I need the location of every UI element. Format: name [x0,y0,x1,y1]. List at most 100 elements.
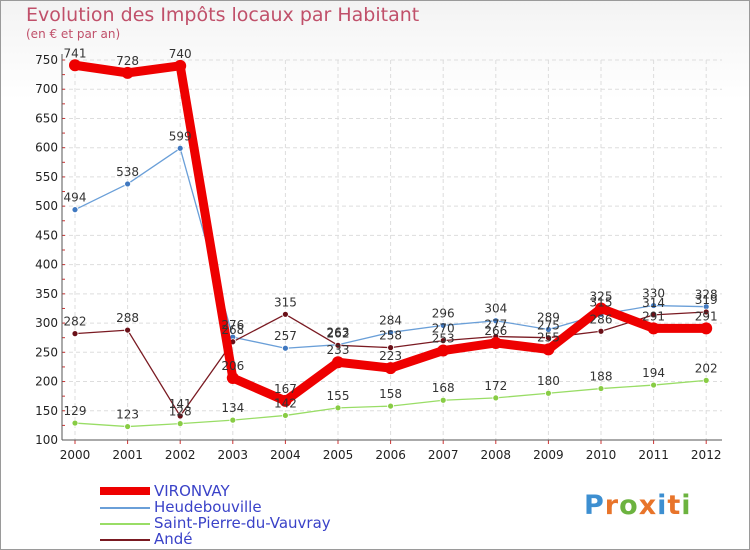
data-label-ande-2005: 262 [327,326,350,340]
y-tick-label-450: 450 [35,228,58,242]
x-tick-label-2007: 2007 [428,448,459,462]
series-ande [71,308,710,420]
point-saint-pierre-du-vauvray-2001 [124,423,131,430]
data-label-vironvay-2007: 253 [432,332,455,346]
point-ande-2011 [650,311,657,319]
data-label-heudebouville-2008: 304 [484,302,507,316]
data-label-ande-2002: 141 [169,397,192,411]
legend-swatch-heudebouville [100,507,150,509]
series-group [69,59,713,430]
point-saint-pierre-du-vauvray-2004 [281,412,289,419]
x-tick-label-2010: 2010 [586,448,617,462]
point-vironvay-2001 [121,66,134,79]
point-vironvay-2006 [384,362,397,375]
y-tick-label-750: 750 [35,53,58,67]
point-vironvay-2000 [69,59,81,72]
point-heudebouville-2002 [176,144,184,152]
data-label-vironvay-2009: 255 [537,330,560,344]
point-ande-2000 [71,330,79,338]
y-tick-label-300: 300 [35,316,58,330]
logo-letter: P [584,490,605,521]
data-label-saint-pierre-du-vauvray-2012: 202 [695,361,718,375]
data-label-ande-2009: 275 [537,319,560,333]
chart-subtitle: (en € et par an) [26,27,121,41]
y-tick-label-200: 200 [35,375,58,389]
point-heudebouville-2004 [281,344,289,352]
legend-label-heudebouville: Heudebouville [154,498,262,516]
x-tick-label-2008: 2008 [481,448,512,462]
point-heudebouville-2000 [71,206,79,214]
data-label-saint-pierre-du-vauvray-2010: 188 [590,370,613,384]
data-label-saint-pierre-du-vauvray-2008: 172 [484,379,507,393]
data-label-heudebouville-2005: 263 [327,326,350,340]
point-ande-2007 [439,337,447,345]
point-vironvay-2002 [174,59,187,72]
series-vironvay [69,59,713,407]
data-label-vironvay-2010: 325 [590,289,613,303]
chart-title: Evolution des Impôts locaux par Habitant [26,4,420,26]
logo-letter: o [619,490,639,521]
data-label-heudebouville-2010: 315 [590,295,613,309]
y-tick-label-150: 150 [35,404,58,418]
x-tick-label-2006: 2006 [375,448,406,462]
point-ande-2012 [702,308,710,316]
y-tick-label-600: 600 [35,141,58,155]
point-heudebouville-2009 [545,326,552,333]
data-label-ande-2007: 270 [432,322,455,336]
grid [62,59,722,441]
logo-letter: t [667,490,682,521]
data-label-vironvay-2001: 728 [116,54,139,68]
point-saint-pierre-du-vauvray-2006 [387,402,395,410]
legend-swatch-ande [100,539,150,541]
data-label-ande-2010: 286 [590,312,613,326]
legend-label-saint-pierre-du-vauvray: Saint-Pierre-du-Vauvray [154,514,331,532]
point-ande-2005 [334,341,342,349]
x-tick-label-2012: 2012 [691,448,722,462]
point-vironvay-2005 [332,356,344,369]
point-saint-pierre-du-vauvray-2008 [492,394,500,402]
point-vironvay-2011 [647,322,660,335]
data-label-vironvay-2003: 206 [221,359,244,373]
axes: 100 150 200 250 300 350 400 450 500 550 600 650 700 7… [35,53,722,462]
point-saint-pierre-du-vauvray-2005 [334,404,342,412]
data-label-saint-pierre-du-vauvray-2005: 155 [327,389,350,403]
y-tick-label-100: 100 [35,433,58,447]
y-tick-label-350: 350 [35,287,58,301]
legend-label-vironvay: VIRONVAY [154,482,230,500]
y-tick-label-500: 500 [35,199,58,213]
data-label-saint-pierre-du-vauvray-2001: 123 [116,408,139,422]
point-vironvay-2012 [700,322,713,335]
x-tick-label-2003: 2003 [218,448,249,462]
point-saint-pierre-du-vauvray-2010 [597,385,605,392]
series-saint-pierre-du-vauvray [71,376,710,430]
point-vironvay-2009 [542,343,555,356]
data-label-vironvay-2008: 266 [484,324,507,338]
data-label-saint-pierre-du-vauvray-2009: 180 [537,374,560,388]
x-tick-label-2004: 2004 [270,448,301,462]
point-ande-2010 [597,327,605,335]
data-label-vironvay-2012: 291 [695,309,718,323]
point-heudebouville-2001 [124,180,131,188]
data-label-heudebouville-2001: 538 [116,165,139,179]
logo-letter: i [681,490,692,521]
data-label-saint-pierre-du-vauvray-2006: 158 [379,387,402,401]
data-label-saint-pierre-du-vauvray-2007: 168 [432,381,455,395]
point-vironvay-2010 [595,302,607,315]
data-label-ande-2008: 277 [484,318,507,332]
x-tick-label-2005: 2005 [323,448,354,462]
legend-swatch-vironvay [100,487,150,495]
data-label-vironvay-2004: 167 [274,382,297,396]
logo-letter: r [604,490,620,521]
data-label-ande-2004: 315 [274,295,297,309]
point-heudebouville-2006 [387,329,395,336]
data-label-vironvay-2002: 740 [169,47,192,61]
y-tick-label-250: 250 [35,345,58,359]
point-ande-2002 [176,412,184,420]
point-vironvay-2003 [226,372,239,385]
data-label-heudebouville-2004: 257 [274,329,297,343]
point-saint-pierre-du-vauvray-2002 [176,420,184,428]
data-label-saint-pierre-du-vauvray-2002: 128 [169,405,192,419]
point-heudebouville-2008 [492,317,500,325]
